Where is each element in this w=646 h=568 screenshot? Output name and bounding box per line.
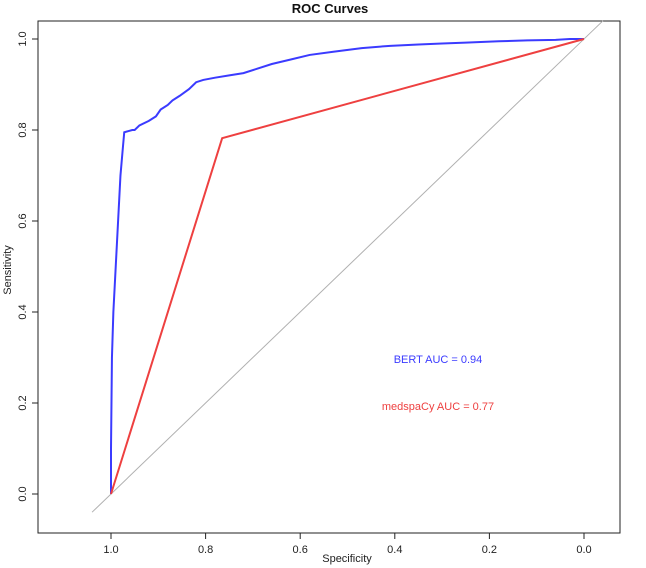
chart-title: ROC Curves <box>292 1 369 16</box>
y-tick-label: 0.2 <box>17 395 29 410</box>
y-tick-label: 0.6 <box>17 213 29 228</box>
x-tick-label: 0.2 <box>482 544 497 556</box>
x-axis-label: Specificity <box>322 553 372 565</box>
x-tick-label: 0.8 <box>198 544 213 556</box>
medspacy-auc-annotation: medspaCy AUC = 0.77 <box>382 401 494 413</box>
bert-roc-line <box>110 38 584 494</box>
reference-diagonal-line <box>91 20 604 513</box>
y-tick-label: 0.0 <box>17 486 29 501</box>
y-tick-label: 1.0 <box>17 31 29 46</box>
y-axis-label: Sensitivity <box>2 245 14 295</box>
y-axis: 0.0 0.2 0.4 0.6 0.8 1.0 <box>17 31 39 502</box>
x-tick-label: 0.0 <box>576 544 591 556</box>
x-tick-label: 0.6 <box>293 544 308 556</box>
medspacy-roc-line <box>110 38 585 495</box>
x-tick-label: 0.4 <box>387 544 402 556</box>
x-axis: 1.0 0.8 0.6 0.4 0.2 0.0 <box>103 532 592 556</box>
y-tick-label: 0.8 <box>17 122 29 137</box>
roc-lines <box>91 20 604 513</box>
bert-auc-annotation: BERT AUC = 0.94 <box>394 354 483 366</box>
y-tick-label: 0.4 <box>17 304 29 319</box>
x-tick-label: 1.0 <box>103 544 118 556</box>
plot-frame <box>37 20 621 534</box>
